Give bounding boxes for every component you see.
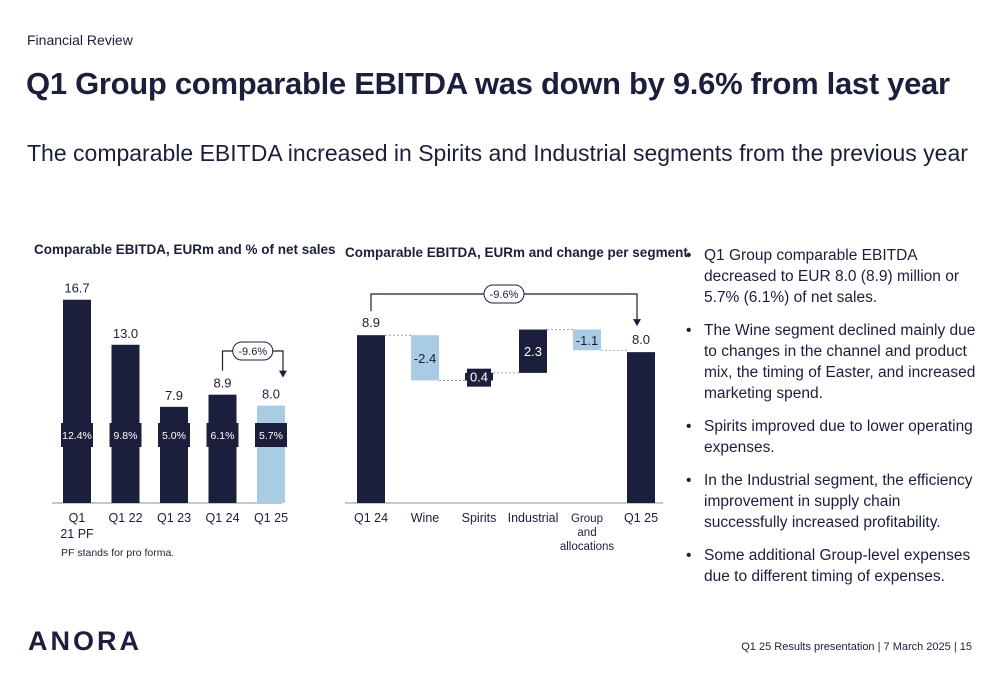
key-points-list: Q1 Group comparable EBITDA decreased to …: [686, 245, 986, 599]
bar-value-label: 2.3: [524, 344, 542, 359]
bullet-item: Some additional Group-level expenses due…: [686, 545, 986, 587]
logo-wordmark: ANORA: [28, 626, 142, 656]
margin-label: 5.0%: [162, 430, 186, 442]
margin-label-box: [255, 423, 287, 447]
ebitda-bar-chart: 16.7 12.4% Q1 21 PF 13.0 9.8% Q1 22 7.9 5.0% Q1 2…: [52, 281, 288, 541]
bar-value-label: 8.0: [632, 332, 650, 347]
category-label: allocations: [560, 541, 615, 553]
category-label: Wine: [411, 511, 440, 525]
footer-info: Q1 25 Results presentation | 7 March 202…: [741, 641, 972, 653]
category-label: Q1 23: [157, 511, 191, 525]
bar-value-label: -1.1: [576, 333, 598, 348]
margin-label: 6.1%: [211, 430, 235, 442]
category-label: and: [577, 527, 596, 539]
category-label: Group: [571, 513, 603, 525]
bar: [257, 405, 285, 503]
waterfall-chart-title: Comparable EBITDA, EURm and change per s…: [345, 245, 688, 260]
change-arrowhead: [279, 370, 287, 378]
waterfall-bar: [573, 329, 601, 351]
change-badge: [483, 284, 525, 304]
bar-value-label: -2.4: [414, 351, 436, 366]
section-label: Financial Review: [27, 32, 133, 48]
category-label: Q1 25: [254, 511, 288, 525]
bar-value-label: 16.7: [64, 281, 89, 296]
margin-label: 12.4%: [62, 430, 92, 442]
category-label: Q1: [69, 511, 86, 525]
waterfall-bar: [519, 329, 547, 373]
margin-label-box: [206, 423, 239, 447]
value-label-box: [467, 368, 491, 387]
bar: [208, 394, 237, 503]
footnote: PF stands for pro forma.: [61, 547, 175, 559]
bullet-item: In the Industrial segment, the efficienc…: [686, 470, 986, 533]
page-subtitle: The comparable EBITDA increased in Spiri…: [27, 140, 968, 166]
ebitda-waterfall-chart: Q1 24 Wine Spirits Industrial Group and alloca…: [345, 284, 663, 553]
margin-label-box: [61, 423, 93, 447]
category-label: Q1 25: [624, 511, 658, 525]
bar: [160, 406, 188, 503]
bar-value-label: 8.0: [262, 387, 280, 402]
bar: [63, 299, 91, 503]
margin-label-box: [158, 423, 190, 447]
ebitda-chart-title: Comparable EBITDA, EURm and % of net sal…: [34, 242, 336, 257]
change-badge: [232, 341, 274, 361]
waterfall-bar: [357, 335, 385, 503]
category-label: 21 PF: [60, 527, 94, 541]
waterfall-bar: [627, 352, 655, 503]
bullet-item: Q1 Group comparable EBITDA decreased to …: [686, 245, 986, 308]
margin-label: 9.8%: [114, 430, 138, 442]
change-label: -9.6%: [238, 346, 267, 358]
anora-logo: ANORA: [28, 626, 142, 656]
category-label: Q1 24: [205, 511, 239, 525]
bar-value-label: 13.0: [113, 326, 138, 341]
margin-label: 5.7%: [259, 430, 283, 442]
bullet-item: The Wine segment declined mainly due to …: [686, 320, 986, 404]
category-label: Q1 24: [354, 511, 388, 525]
category-label: Spirits: [462, 511, 497, 525]
page-title: Q1 Group comparable EBITDA was down by 9…: [26, 66, 950, 101]
change-arrowhead: [633, 319, 641, 327]
category-label: Q1 22: [108, 511, 142, 525]
category-label: Industrial: [508, 511, 559, 525]
bullet-item: Spirits improved due to lower operating …: [686, 416, 986, 458]
margin-label-box: [109, 423, 142, 447]
bar-value-label: 8.9: [213, 376, 231, 391]
bar-value-label: 0.4: [470, 370, 488, 385]
change-label: -9.6%: [490, 289, 519, 301]
waterfall-bar: [411, 335, 439, 381]
bar-value-label: 8.9: [362, 315, 380, 330]
bar-value-label: 7.9: [165, 388, 183, 403]
